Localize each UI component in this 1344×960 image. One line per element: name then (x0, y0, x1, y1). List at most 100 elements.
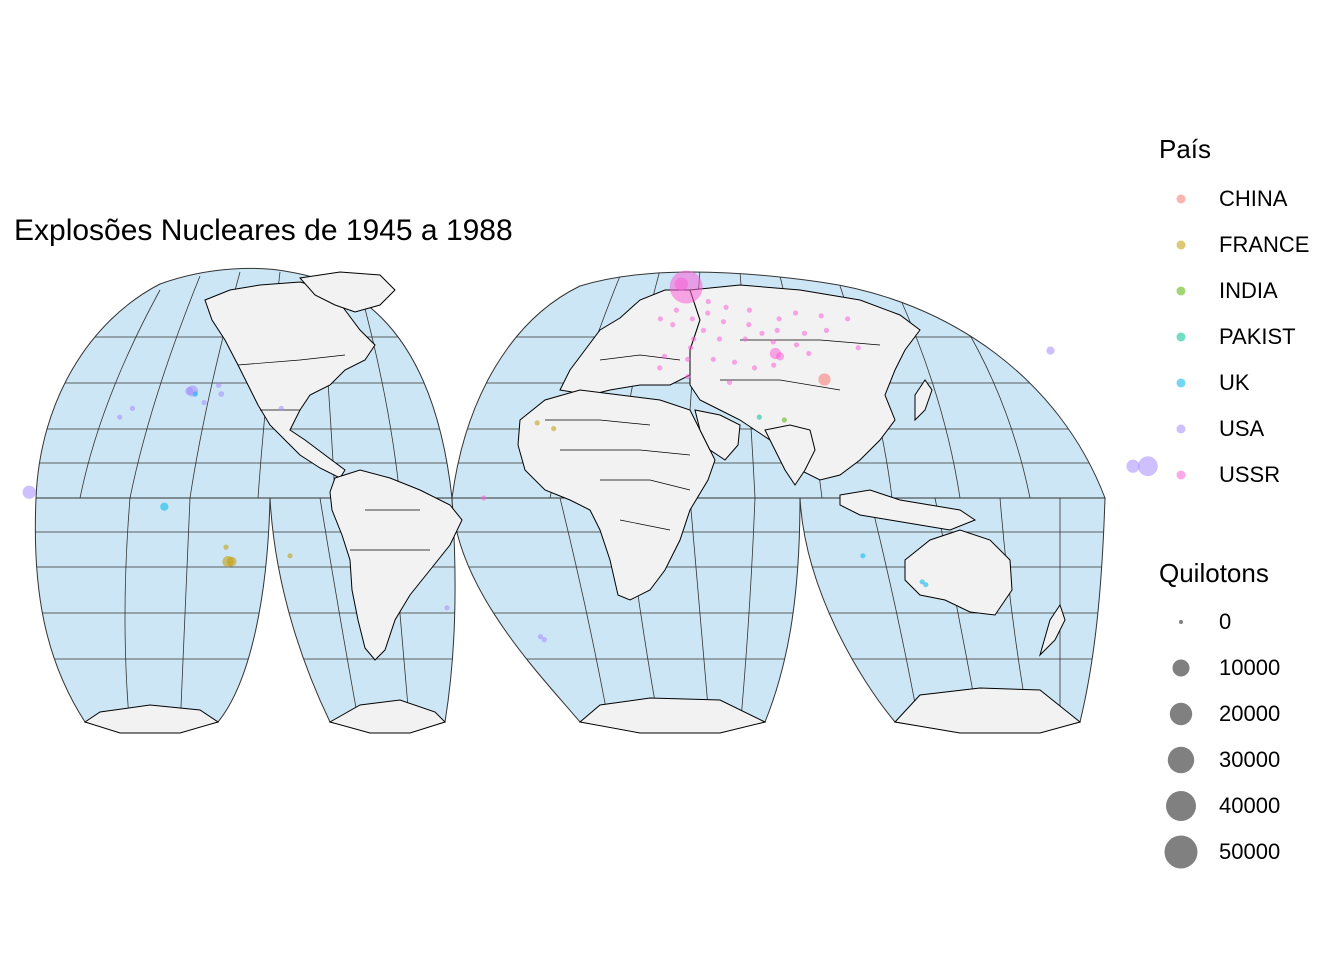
point-ussr-28 (726, 379, 733, 385)
point-ussr-40 (481, 495, 487, 501)
point-usa-2 (218, 391, 225, 397)
south-america (329, 469, 463, 661)
legend-key-ussr (1176, 470, 1186, 480)
explosion-points (22, 270, 1158, 643)
point-ussr-29 (685, 374, 691, 380)
point-ussr-24 (710, 356, 716, 362)
legend-key-france (1176, 240, 1186, 250)
point-india-0 (781, 417, 787, 423)
legend-label-india: INDIA (1219, 278, 1278, 303)
legend-label-china: CHINA (1219, 186, 1288, 211)
point-usa-7 (129, 405, 136, 411)
point-ussr-8 (793, 310, 799, 316)
point-ussr-4 (705, 298, 711, 305)
point-usa-10 (1138, 456, 1158, 477)
point-usa-12 (1046, 346, 1055, 355)
legend-size-key-20000 (1169, 702, 1193, 726)
legend-size-key-50000 (1164, 835, 1198, 869)
chart-title: Explosões Nucleares de 1945 a 1988 (14, 214, 513, 247)
legend-size-label-10000: 10000 (1219, 655, 1281, 680)
point-ussr-35 (657, 316, 663, 322)
legend-label-pakist: PAKIST (1219, 324, 1296, 349)
point-ussr-7 (776, 316, 782, 322)
point-uk-3 (923, 582, 929, 588)
point-ussr-31 (661, 353, 668, 359)
point-ussr-10 (845, 316, 851, 322)
point-ussr-11 (720, 319, 727, 325)
legend-size-label-30000: 30000 (1219, 747, 1281, 772)
point-ussr-33 (689, 316, 695, 322)
point-usa-1 (185, 387, 194, 396)
asia (689, 284, 921, 481)
legend-size-key-10000 (1172, 659, 1190, 677)
point-uk-0 (160, 502, 169, 511)
arabia (694, 409, 741, 461)
point-ussr-13 (774, 327, 780, 333)
point-ussr-37 (673, 307, 680, 313)
legend-key-uk (1176, 378, 1186, 388)
point-usa-6 (117, 414, 123, 420)
legend-label-france: FRANCE (1219, 232, 1310, 257)
legend-size-keys (1164, 620, 1198, 869)
legend-label-uk: UK (1219, 370, 1250, 395)
land (83, 271, 1082, 734)
legend-size-title: Quilotons (1159, 558, 1269, 588)
point-usa-11 (1126, 459, 1140, 473)
point-ussr-16 (700, 327, 707, 333)
point-ussr-1 (674, 277, 689, 291)
point-ussr-34 (670, 322, 676, 328)
point-china-0 (818, 373, 831, 386)
point-uk-1 (860, 553, 866, 559)
point-usa-14 (537, 634, 544, 640)
point-ussr-30 (657, 365, 663, 371)
point-usa-3 (216, 382, 222, 388)
legend-size-key-0 (1179, 620, 1183, 624)
point-france-3 (287, 553, 293, 559)
point-uk-4 (192, 391, 198, 397)
point-ussr-9 (818, 313, 824, 319)
point-ussr-26 (751, 365, 758, 371)
legend-size-label-0: 0 (1219, 609, 1232, 634)
legend-size-label-40000: 40000 (1219, 793, 1281, 818)
india (764, 424, 816, 486)
point-uk-2 (919, 579, 925, 585)
new-zealand (1038, 603, 1066, 657)
australia (904, 529, 1013, 616)
point-usa-13 (444, 605, 450, 611)
point-ussr-21 (855, 345, 861, 351)
point-france-1 (226, 556, 237, 567)
legend-key-pakist (1176, 332, 1186, 342)
point-ussr-15 (823, 327, 830, 333)
point-ussr-32 (691, 336, 697, 342)
legend-size-label-50000: 50000 (1219, 839, 1281, 864)
legend-key-india (1176, 286, 1186, 296)
point-ussr-38 (759, 330, 765, 336)
point-ussr-27 (771, 362, 777, 368)
point-usa-5 (278, 405, 284, 411)
point-ussr-23 (685, 356, 691, 362)
point-ussr-20 (793, 342, 800, 348)
japan (914, 379, 933, 422)
legend-key-usa (1176, 424, 1186, 434)
antarctica-1 (83, 704, 220, 734)
point-france-4 (534, 420, 540, 426)
point-ussr-12 (746, 322, 752, 328)
point-ussr-14 (801, 330, 808, 336)
antarctica-4 (894, 687, 1082, 734)
point-ussr-25 (731, 359, 738, 365)
legend-color-keys (1176, 194, 1186, 480)
point-france-2 (223, 544, 229, 550)
point-ussr-22 (688, 345, 694, 351)
point-ussr-6 (746, 307, 753, 313)
antarctica-2 (328, 699, 446, 734)
point-usa-4 (201, 400, 207, 406)
point-france-5 (551, 426, 557, 432)
legend-key-china (1176, 194, 1186, 204)
point-ussr-5 (723, 304, 729, 310)
africa (517, 389, 716, 601)
point-ussr-18 (742, 336, 748, 342)
country-borders (237, 339, 881, 551)
point-usa-9 (22, 485, 36, 499)
point-ussr-17 (716, 336, 723, 342)
